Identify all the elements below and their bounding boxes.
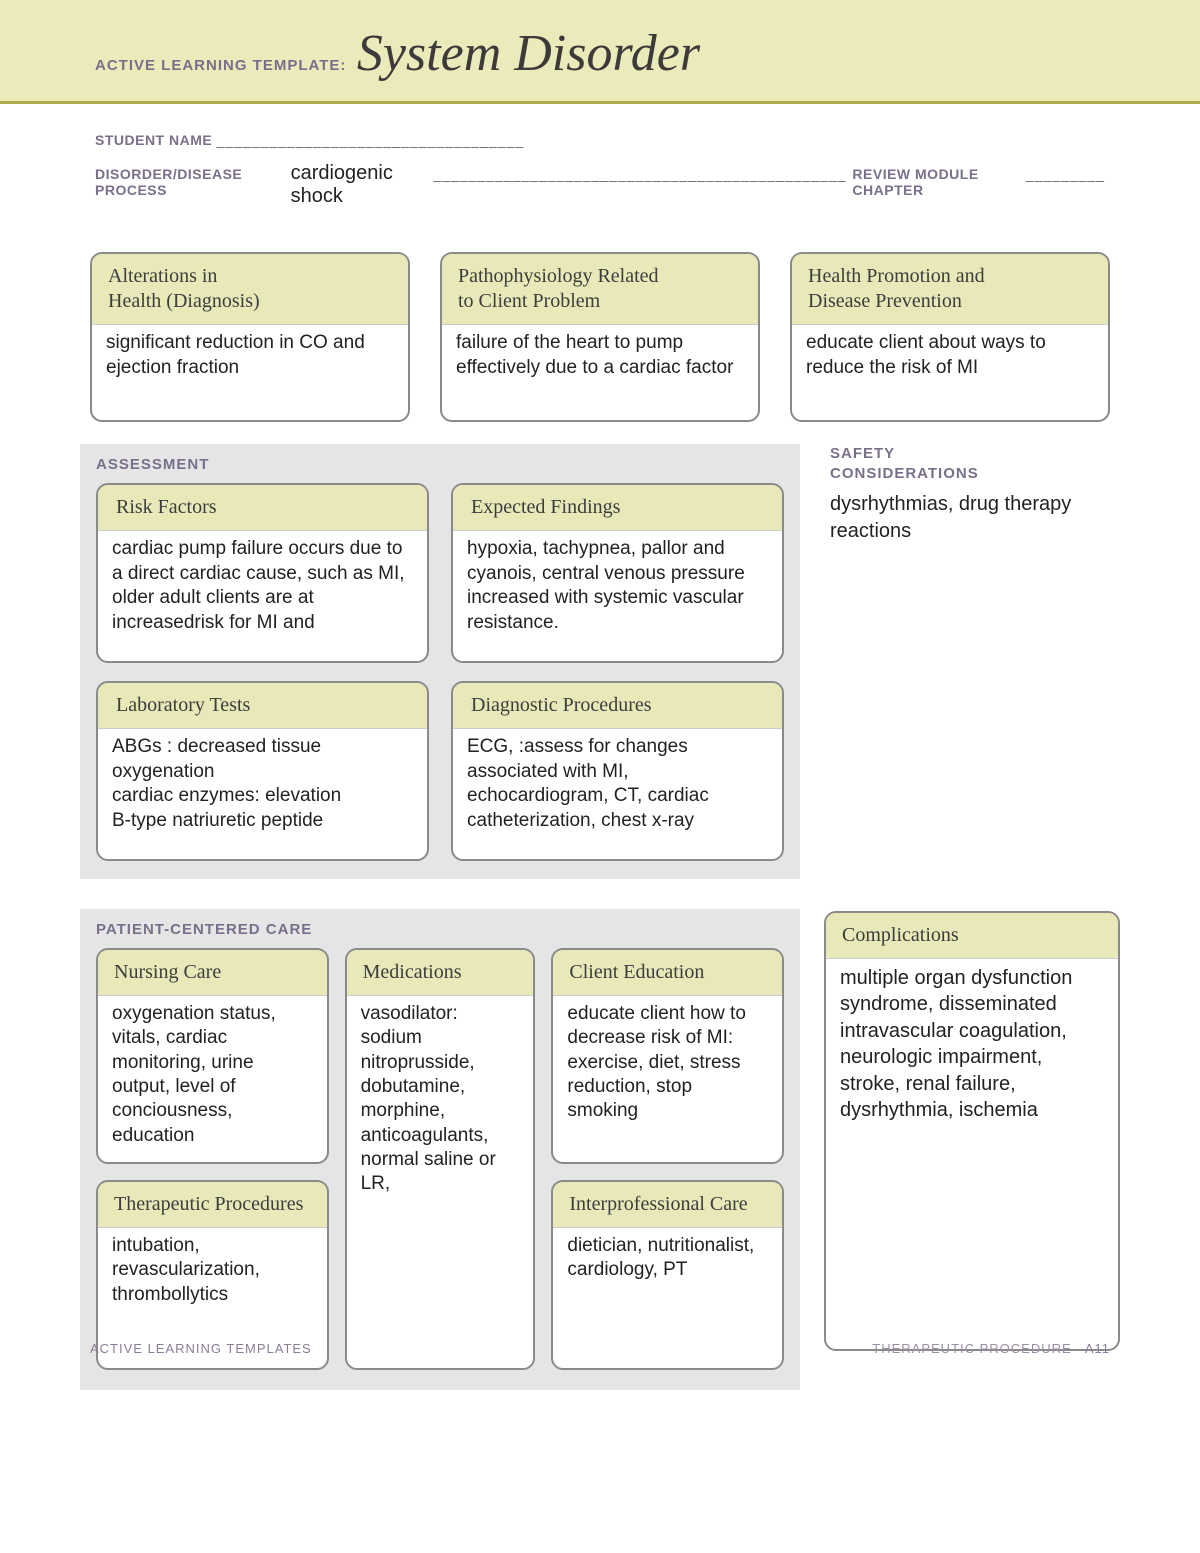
diag-title: Diagnostic Procedures: [453, 683, 782, 729]
interprof-title: Interprofessional Care: [553, 1182, 782, 1228]
expected-title: Expected Findings: [453, 485, 782, 531]
healthpromo-title: Health Promotion andDisease Prevention: [792, 254, 1108, 325]
meds-card: Medications vasodilator: sodium nitropru…: [345, 948, 536, 1370]
therapeutic-title: Therapeutic Procedures: [98, 1182, 327, 1228]
nursing-title: Nursing Care: [98, 950, 327, 996]
labs-body: ABGs : decreased tissue oxygenation card…: [98, 729, 427, 848]
disorder-value[interactable]: cardiogenic shock: [287, 162, 428, 208]
patho-body: failure of the heart to pump effectively…: [442, 325, 758, 394]
risk-title: Risk Factors: [98, 485, 427, 531]
healthpromo-card: Health Promotion andDisease Prevention e…: [790, 252, 1110, 422]
interprof-body: dietician, nutritionalist, cardiology, P…: [553, 1228, 782, 1297]
assessment-title: ASSESSMENT: [96, 456, 784, 473]
disorder-line: ________________________________________…: [433, 166, 846, 182]
top-row: Alterations inHealth (Diagnosis) signifi…: [80, 252, 1120, 422]
patho-title: Pathophysiology Relatedto Client Problem: [442, 254, 758, 325]
healthpromo-body: educate client about ways to reduce the …: [792, 325, 1108, 394]
review-line[interactable]: _________: [1026, 166, 1105, 182]
pcc-title: PATIENT-CENTERED CARE: [96, 921, 784, 938]
nursing-body: oxygenation status, vitals, cardiac moni…: [98, 996, 327, 1162]
nursing-card: Nursing Care oxygenation status, vitals,…: [96, 948, 329, 1164]
therapeutic-body: intubation, revascularization, thromboll…: [98, 1228, 327, 1321]
complications-card: Complications multiple organ dysfunction…: [824, 911, 1120, 1351]
expected-body: hypoxia, tachypnea, pallor and cyanois, …: [453, 531, 782, 650]
footer-right-text: THERAPEUTIC PROCEDURE: [872, 1341, 1071, 1356]
footer: ACTIVE LEARNING TEMPLATES THERAPEUTIC PR…: [0, 1341, 1200, 1356]
alterations-body: significant reduction in CO and ejection…: [92, 325, 408, 394]
footer-left: ACTIVE LEARNING TEMPLATES: [90, 1341, 312, 1356]
page-title: System Disorder: [357, 24, 700, 83]
clienteducation-body: educate client how to decrease risk of M…: [553, 996, 782, 1138]
diag-body: ECG, :assess for changes associated with…: [453, 729, 782, 848]
safety-section: SAFETYCONSIDERATIONS dysrhythmias, drug …: [824, 444, 1120, 879]
meds-title: Medications: [347, 950, 534, 996]
patho-card: Pathophysiology Relatedto Client Problem…: [440, 252, 760, 422]
review-label: REVIEW MODULE CHAPTER: [852, 166, 1020, 198]
diag-card: Diagnostic Procedures ECG, :assess for c…: [451, 681, 784, 861]
meds-body: vasodilator: sodium nitroprusside, dobut…: [347, 996, 534, 1211]
alterations-card: Alterations inHealth (Diagnosis) signifi…: [90, 252, 410, 422]
clienteducation-card: Client Education educate client how to d…: [551, 948, 784, 1164]
clienteducation-title: Client Education: [553, 950, 782, 996]
assessment-section: ASSESSMENT Risk Factors cardiac pump fai…: [80, 444, 800, 879]
risk-card: Risk Factors cardiac pump failure occurs…: [96, 483, 429, 663]
footer-right: THERAPEUTIC PROCEDURE A11: [872, 1341, 1110, 1356]
student-name-line[interactable]: ___________________________________: [217, 132, 525, 148]
template-label: ACTIVE LEARNING TEMPLATE:: [95, 57, 346, 74]
risk-body: cardiac pump failure occurs due to a dir…: [98, 531, 427, 650]
expected-card: Expected Findings hypoxia, tachypnea, pa…: [451, 483, 784, 663]
alterations-title: Alterations inHealth (Diagnosis): [92, 254, 408, 325]
labs-card: Laboratory Tests ABGs : decreased tissue…: [96, 681, 429, 861]
disorder-label: DISORDER/DISEASE PROCESS: [95, 166, 281, 198]
labs-title: Laboratory Tests: [98, 683, 427, 729]
complications-column: Complications multiple organ dysfunction…: [824, 909, 1120, 1390]
footer-page: A11: [1085, 1341, 1110, 1356]
complications-title: Complications: [826, 913, 1118, 959]
complications-body: multiple organ dysfunction syndrome, dis…: [826, 959, 1118, 1137]
form-fields: STUDENT NAME ___________________________…: [0, 104, 1200, 232]
header-band: ACTIVE LEARNING TEMPLATE: System Disorde…: [0, 0, 1200, 104]
student-name-label: STUDENT NAME: [95, 132, 212, 148]
pcc-section: PATIENT-CENTERED CARE Nursing Care oxyge…: [80, 909, 800, 1390]
safety-body: dysrhythmias, drug therapy reactions: [830, 491, 1120, 545]
safety-title: SAFETYCONSIDERATIONS: [830, 444, 1120, 483]
